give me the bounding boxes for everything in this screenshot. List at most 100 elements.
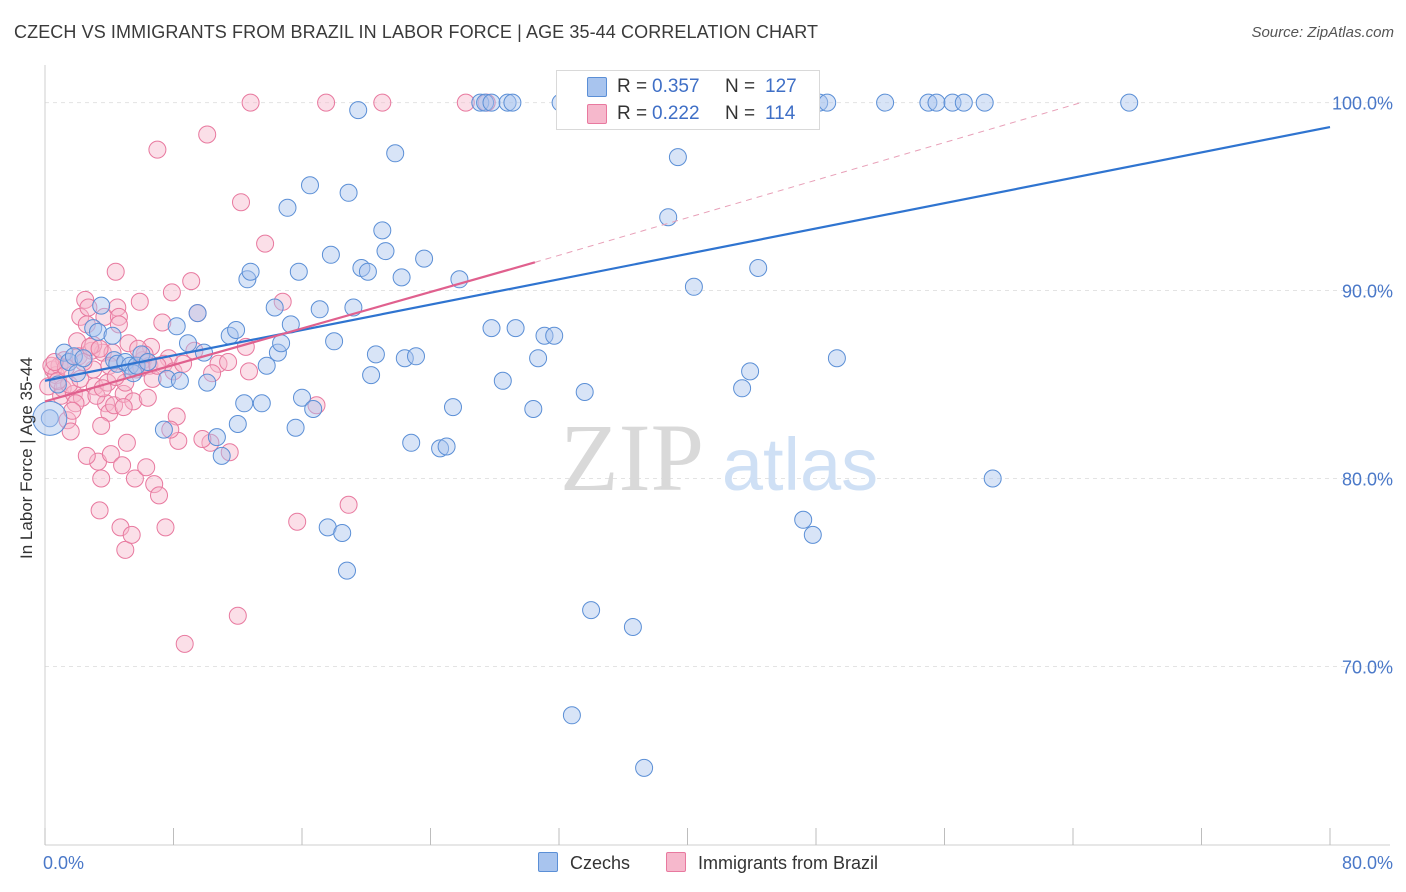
data-point xyxy=(240,362,258,381)
data-point xyxy=(179,334,197,353)
data-point xyxy=(116,540,135,559)
data-point xyxy=(198,125,217,144)
data-point xyxy=(182,272,201,291)
data-point xyxy=(818,93,837,112)
data-point xyxy=(373,93,392,112)
data-point xyxy=(58,411,77,430)
r-value: 0.357 xyxy=(652,76,700,97)
stats-legend: R = 0.357 N = 127 R = 0.222 N = 114 xyxy=(556,70,820,130)
data-point xyxy=(122,525,141,544)
watermark-atlas: atlas xyxy=(722,423,878,506)
data-point xyxy=(286,418,305,437)
czechs-legend-swatch xyxy=(538,852,558,872)
brazil-trend-extension xyxy=(534,102,1082,263)
data-point xyxy=(228,415,247,433)
data-point xyxy=(476,93,495,112)
data-point xyxy=(535,326,554,345)
data-point xyxy=(156,518,175,537)
data-point xyxy=(321,245,340,264)
data-point xyxy=(301,176,319,195)
data-point xyxy=(150,486,168,505)
data-point xyxy=(358,262,377,281)
data-point xyxy=(293,388,311,407)
y-axis-label: In Labor Force | Age 35-44 xyxy=(17,357,36,559)
data-point xyxy=(167,407,186,426)
data-point xyxy=(207,428,226,447)
n-label: N = xyxy=(725,76,756,97)
data-point xyxy=(338,561,356,580)
data-point xyxy=(927,93,946,112)
data-point xyxy=(170,371,189,390)
data-point xyxy=(77,446,96,465)
n-value: 127 xyxy=(765,76,797,97)
legend-label-czechs: Czechs xyxy=(570,853,631,873)
data-point xyxy=(402,433,421,452)
data-point xyxy=(386,144,405,163)
data-point xyxy=(503,93,522,112)
data-point xyxy=(55,343,74,362)
source-credit: Source: ZipAtlas.com xyxy=(1251,24,1394,41)
data-point xyxy=(524,400,543,418)
x-tick-label-max: 80.0% xyxy=(1341,853,1393,873)
data-point xyxy=(256,234,275,253)
data-point xyxy=(635,758,654,777)
data-point xyxy=(498,93,517,112)
data-point-large xyxy=(32,400,68,436)
data-point xyxy=(193,430,212,448)
data-point xyxy=(366,345,385,364)
data-point xyxy=(268,343,287,362)
data-point xyxy=(125,469,144,488)
data-point xyxy=(278,198,297,217)
data-point xyxy=(257,356,276,375)
data-point xyxy=(161,420,180,439)
czechs-trend-line xyxy=(44,125,1331,382)
data-point xyxy=(395,349,414,368)
data-point xyxy=(288,512,307,531)
data-point xyxy=(304,400,323,418)
legend-label-brazil: Immigrants from Brazil xyxy=(698,853,879,873)
data-point xyxy=(145,475,164,494)
data-point xyxy=(101,445,120,464)
data-point xyxy=(130,292,149,311)
data-point xyxy=(119,334,138,353)
data-point xyxy=(431,439,450,458)
data-point xyxy=(132,345,151,364)
data-point xyxy=(437,437,456,456)
brazil-swatch xyxy=(587,104,607,124)
data-point xyxy=(114,384,133,403)
czechs-swatch xyxy=(587,77,607,97)
n-value: 114 xyxy=(765,103,796,124)
x-tick-label-min: 0.0% xyxy=(43,853,85,873)
data-point xyxy=(124,392,143,411)
data-point xyxy=(92,416,111,435)
data-point xyxy=(61,422,80,441)
data-point xyxy=(109,315,128,334)
gridlines xyxy=(45,102,1385,667)
brazil-trend-line xyxy=(44,261,536,403)
y-tick-label: 70.0% xyxy=(1342,657,1393,677)
data-point xyxy=(114,398,133,417)
data-point xyxy=(333,524,352,542)
data-point xyxy=(954,93,973,112)
data-point xyxy=(227,321,246,339)
data-point xyxy=(137,458,156,477)
data-point xyxy=(444,398,462,417)
data-point xyxy=(376,242,395,261)
data-point xyxy=(117,433,136,452)
data-point xyxy=(876,93,895,112)
data-point xyxy=(733,379,752,398)
data-point xyxy=(95,307,114,326)
data-point xyxy=(456,93,475,112)
legend-item-brazil: Immigrants from Brazil xyxy=(666,852,878,874)
chart-title: CZECH VS IMMIGRANTS FROM BRAZIL IN LABOR… xyxy=(14,22,819,42)
data-point xyxy=(175,634,194,653)
data-point xyxy=(407,347,425,366)
data-point xyxy=(545,326,564,345)
data-point xyxy=(113,456,132,475)
data-point xyxy=(289,262,308,281)
data-point xyxy=(92,296,111,315)
data-point xyxy=(241,262,260,281)
stats-row-brazil: R = 0.222 N = 114 xyxy=(557,101,819,127)
data-point xyxy=(203,364,222,383)
data-point xyxy=(575,383,594,401)
